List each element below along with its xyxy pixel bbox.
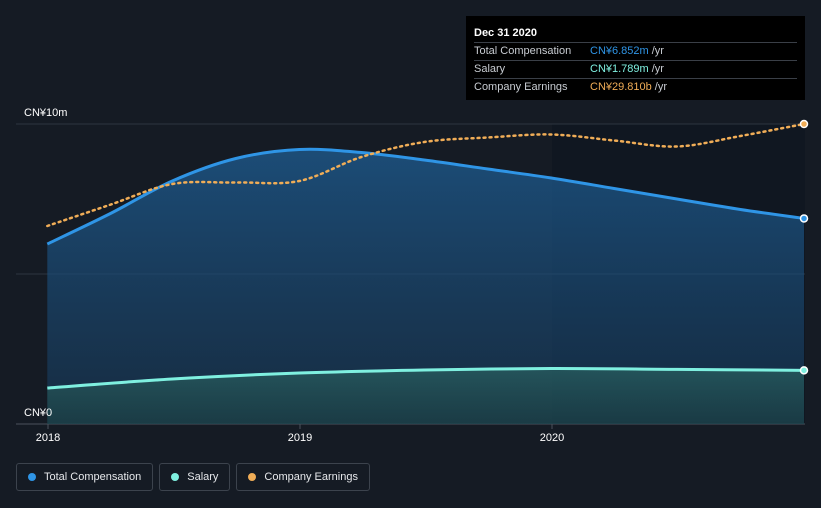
legend-dot-icon: [171, 473, 180, 481]
tooltip-row-total: Total Compensation CN¥6.852m /yr: [474, 42, 797, 59]
company-earnings-line: [46, 122, 806, 228]
legend-item-salary[interactable]: Salary: [159, 463, 231, 491]
total-compensation-area: [47, 149, 805, 424]
x-tick-label: 2018: [36, 432, 60, 444]
tooltip-unit: /yr: [651, 45, 664, 57]
x-tick-label: 2019: [288, 432, 312, 444]
tooltip-label: Total Compensation: [474, 45, 572, 57]
tooltip-label: Company Earnings: [474, 81, 568, 93]
tooltip-row-earnings: Company Earnings CN¥29.810b /yr: [474, 78, 797, 95]
legend-item-company-earnings[interactable]: Company Earnings: [236, 463, 370, 491]
x-tick-label: 2020: [540, 432, 564, 444]
total-compensation-point[interactable]: [799, 214, 809, 223]
company-earnings-point[interactable]: [799, 119, 809, 129]
tooltip-value: CN¥6.852m: [590, 45, 649, 57]
legend-label: Total Compensation: [44, 471, 142, 483]
tooltip-label: Salary: [474, 63, 506, 75]
salary-point[interactable]: [799, 366, 809, 375]
salary-area: [47, 368, 805, 424]
tooltip-unit: /yr: [651, 63, 664, 75]
legend-label: Company Earnings: [264, 471, 358, 483]
tooltip-value: CN¥29.810b: [590, 81, 652, 93]
tooltip-date: Dec 31 2020: [474, 27, 537, 39]
salary-line: [47, 366, 805, 390]
tooltip-unit: /yr: [654, 81, 668, 93]
y-tick-label: CN¥0: [24, 407, 52, 419]
tooltip-row-salary: Salary CN¥1.789m /yr: [474, 60, 797, 77]
tooltip-value: CN¥1.789m: [590, 63, 649, 75]
legend: Total Compensation Salary Company Earnin…: [16, 463, 370, 491]
tooltip: Dec 31 2020 Total Compensation CN¥6.852m…: [466, 16, 805, 100]
legend-dot-icon: [28, 473, 36, 481]
total-compensation-line: [46, 147, 805, 246]
legend-item-total-compensation[interactable]: Total Compensation: [16, 463, 154, 491]
legend-dot-icon: [248, 473, 257, 481]
legend-label: Salary: [187, 471, 219, 483]
y-tick-label: CN¥10m: [24, 107, 67, 119]
